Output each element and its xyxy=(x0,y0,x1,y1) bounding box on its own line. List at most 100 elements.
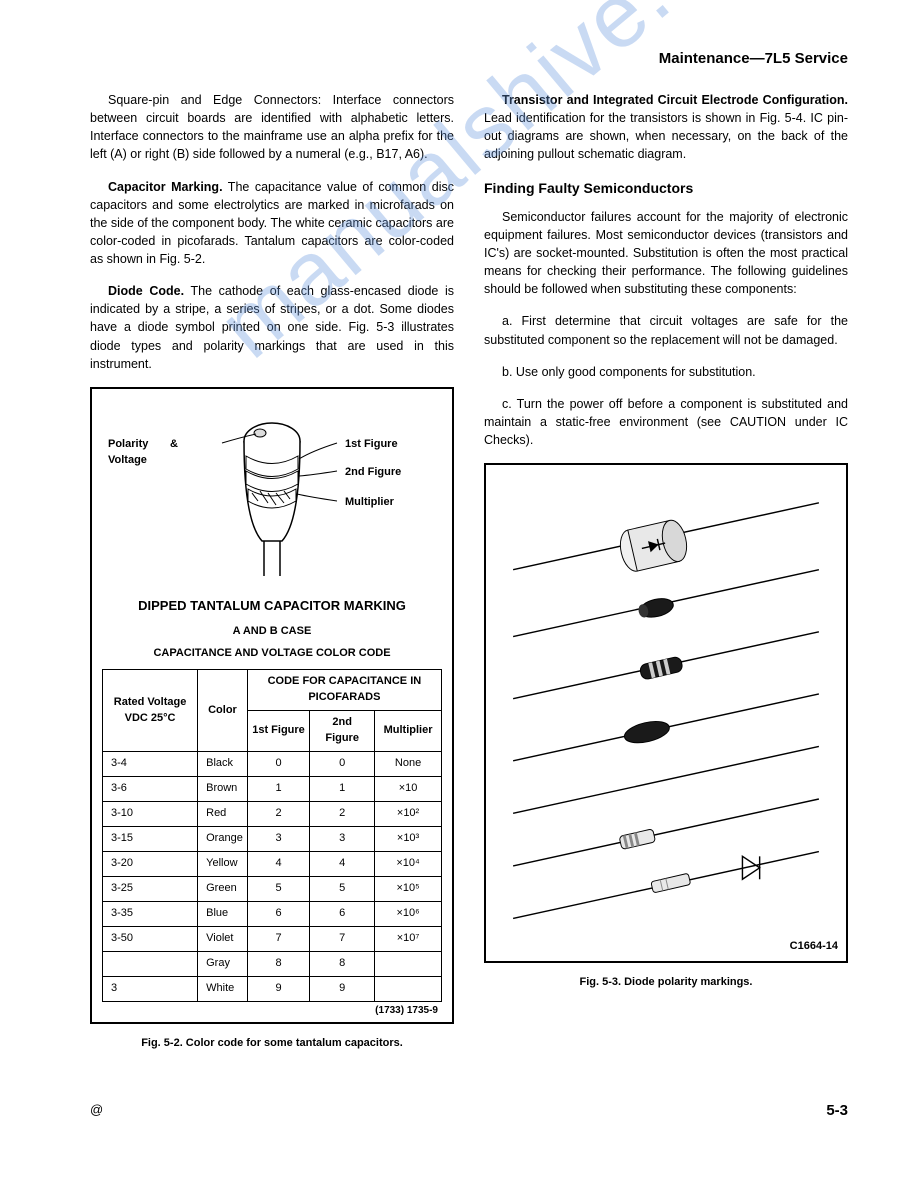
lead-diode: Diode Code. xyxy=(108,284,184,298)
cell-f2: 1 xyxy=(310,777,375,802)
capacitor-diagram: Polarity & Voltage 1st Figure 2nd Figure… xyxy=(102,401,442,591)
para-capacitor-marking: Capacitor Marking. The capacitance value… xyxy=(90,178,454,269)
cell-f2: 7 xyxy=(310,926,375,951)
cell-v: 3-15 xyxy=(103,827,198,852)
cell-f1: 8 xyxy=(247,951,309,976)
left-column: Square-pin and Edge Connectors: Interfac… xyxy=(90,91,454,1052)
cell-color: Red xyxy=(198,802,248,827)
cell-f1: 9 xyxy=(247,976,309,1001)
label-polarity: Polarity & Voltage xyxy=(108,437,178,469)
cell-v: 3-10 xyxy=(103,802,198,827)
cell-f1: 3 xyxy=(247,827,309,852)
two-column-layout: Square-pin and Edge Connectors: Interfac… xyxy=(90,91,848,1052)
cell-v: 3-35 xyxy=(103,901,198,926)
cell-color: Violet xyxy=(198,926,248,951)
cell-f2: 5 xyxy=(310,876,375,901)
cell-color: Blue xyxy=(198,901,248,926)
table-row: 3-25Green55×10⁵ xyxy=(103,876,442,901)
cell-v: 3-25 xyxy=(103,876,198,901)
page-number: 5-3 xyxy=(826,1102,848,1119)
fig52-sub2: CAPACITANCE AND VOLTAGE COLOR CODE xyxy=(102,646,442,662)
cell-m: ×10⁷ xyxy=(375,926,442,951)
cell-v: 3-50 xyxy=(103,926,198,951)
table-body: 3-4Black00None 3-6Brown11×10 3-10Red22×1… xyxy=(103,752,442,1001)
label-1st: 1st Figure xyxy=(345,437,398,453)
th-mult: Multiplier xyxy=(375,711,442,752)
diode-svg xyxy=(494,473,838,953)
fig52-ref: (1733) 1735-9 xyxy=(102,1002,442,1019)
th-code: CODE FOR CAPACITANCE IN PICOFARADS xyxy=(247,670,441,711)
table-row: 3White99 xyxy=(103,976,442,1001)
cell-m: ×10⁴ xyxy=(375,851,442,876)
para-diode-code: Diode Code. The cathode of each glass-en… xyxy=(90,282,454,373)
cell-color: Gray xyxy=(198,951,248,976)
cell-m: ×10³ xyxy=(375,827,442,852)
lead-transistor: Transistor and Integrated Circuit Electr… xyxy=(502,93,848,107)
cell-f1: 7 xyxy=(247,926,309,951)
cell-f1: 5 xyxy=(247,876,309,901)
para-semiconductor-intro: Semiconductor failures account for the m… xyxy=(484,208,848,299)
cell-m: ×10⁶ xyxy=(375,901,442,926)
cell-f1: 4 xyxy=(247,851,309,876)
cell-m xyxy=(375,951,442,976)
cell-color: Brown xyxy=(198,777,248,802)
th-color: Color xyxy=(198,670,248,752)
cell-f2: 2 xyxy=(310,802,375,827)
label-2nd: 2nd Figure xyxy=(345,465,401,481)
cell-m: ×10 xyxy=(375,777,442,802)
item-c: c. Turn the power off before a component… xyxy=(484,395,848,449)
cell-m xyxy=(375,976,442,1001)
label-mult: Multiplier xyxy=(345,495,394,511)
cell-color: Black xyxy=(198,752,248,777)
color-code-table: Rated Voltage VDC 25°C Color CODE FOR CA… xyxy=(102,669,442,1001)
table-row: 3-4Black00None xyxy=(103,752,442,777)
th-1st: 1st Figure xyxy=(247,711,309,752)
page-header: Maintenance—7L5 Service xyxy=(90,50,848,67)
cell-v: 3-20 xyxy=(103,851,198,876)
cell-f2: 0 xyxy=(310,752,375,777)
fig53-caption: Fig. 5-3. Diode polarity markings. xyxy=(484,975,848,991)
th-rated: Rated Voltage VDC 25°C xyxy=(103,670,198,752)
lead-capacitor: Capacitor Marking. xyxy=(108,180,223,194)
fig53-ref: C1664-14 xyxy=(790,939,838,955)
cell-f2: 3 xyxy=(310,827,375,852)
cell-m: ×10² xyxy=(375,802,442,827)
right-column: Transistor and Integrated Circuit Electr… xyxy=(484,91,848,1052)
cell-v xyxy=(103,951,198,976)
cell-f1: 1 xyxy=(247,777,309,802)
cell-f1: 6 xyxy=(247,901,309,926)
cell-v: 3-4 xyxy=(103,752,198,777)
cell-f2: 6 xyxy=(310,901,375,926)
table-row: 3-35Blue66×10⁶ xyxy=(103,901,442,926)
cell-f2: 4 xyxy=(310,851,375,876)
cell-v: 3 xyxy=(103,976,198,1001)
fig52-title: DIPPED TANTALUM CAPACITOR MARKING xyxy=(102,597,442,616)
cell-color: White xyxy=(198,976,248,1001)
cell-m: None xyxy=(375,752,442,777)
table-row: 3-15Orange33×10³ xyxy=(103,827,442,852)
cell-f2: 9 xyxy=(310,976,375,1001)
table-header-row: Rated Voltage VDC 25°C Color CODE FOR CA… xyxy=(103,670,442,711)
subhead-finding-faulty: Finding Faulty Semiconductors xyxy=(484,178,848,198)
para-transistor-config: Transistor and Integrated Circuit Electr… xyxy=(484,91,848,164)
table-row: 3-10Red22×10² xyxy=(103,802,442,827)
cell-f1: 0 xyxy=(247,752,309,777)
cell-color: Green xyxy=(198,876,248,901)
figure-5-3-box: C1664-14 xyxy=(484,463,848,963)
item-b: b. Use only good components for substitu… xyxy=(484,363,848,381)
para-connectors: Square-pin and Edge Connectors: Interfac… xyxy=(90,91,454,164)
fig52-sub1: A AND B CASE xyxy=(102,624,442,640)
fig52-caption: Fig. 5-2. Color code for some tantalum c… xyxy=(90,1036,454,1052)
table-row: Gray88 xyxy=(103,951,442,976)
table-row: 3-20Yellow44×10⁴ xyxy=(103,851,442,876)
table-row: 3-50Violet77×10⁷ xyxy=(103,926,442,951)
cell-f1: 2 xyxy=(247,802,309,827)
cell-m: ×10⁵ xyxy=(375,876,442,901)
cell-v: 3-6 xyxy=(103,777,198,802)
figure-5-2-box: Polarity & Voltage 1st Figure 2nd Figure… xyxy=(90,387,454,1024)
table-row: 3-6Brown11×10 xyxy=(103,777,442,802)
th-2nd: 2nd Figure xyxy=(310,711,375,752)
item-a: a. First determine that circuit voltages… xyxy=(484,312,848,348)
footer-at: @ xyxy=(90,1102,103,1119)
text-transistor: Lead identification for the transistors … xyxy=(484,111,848,161)
